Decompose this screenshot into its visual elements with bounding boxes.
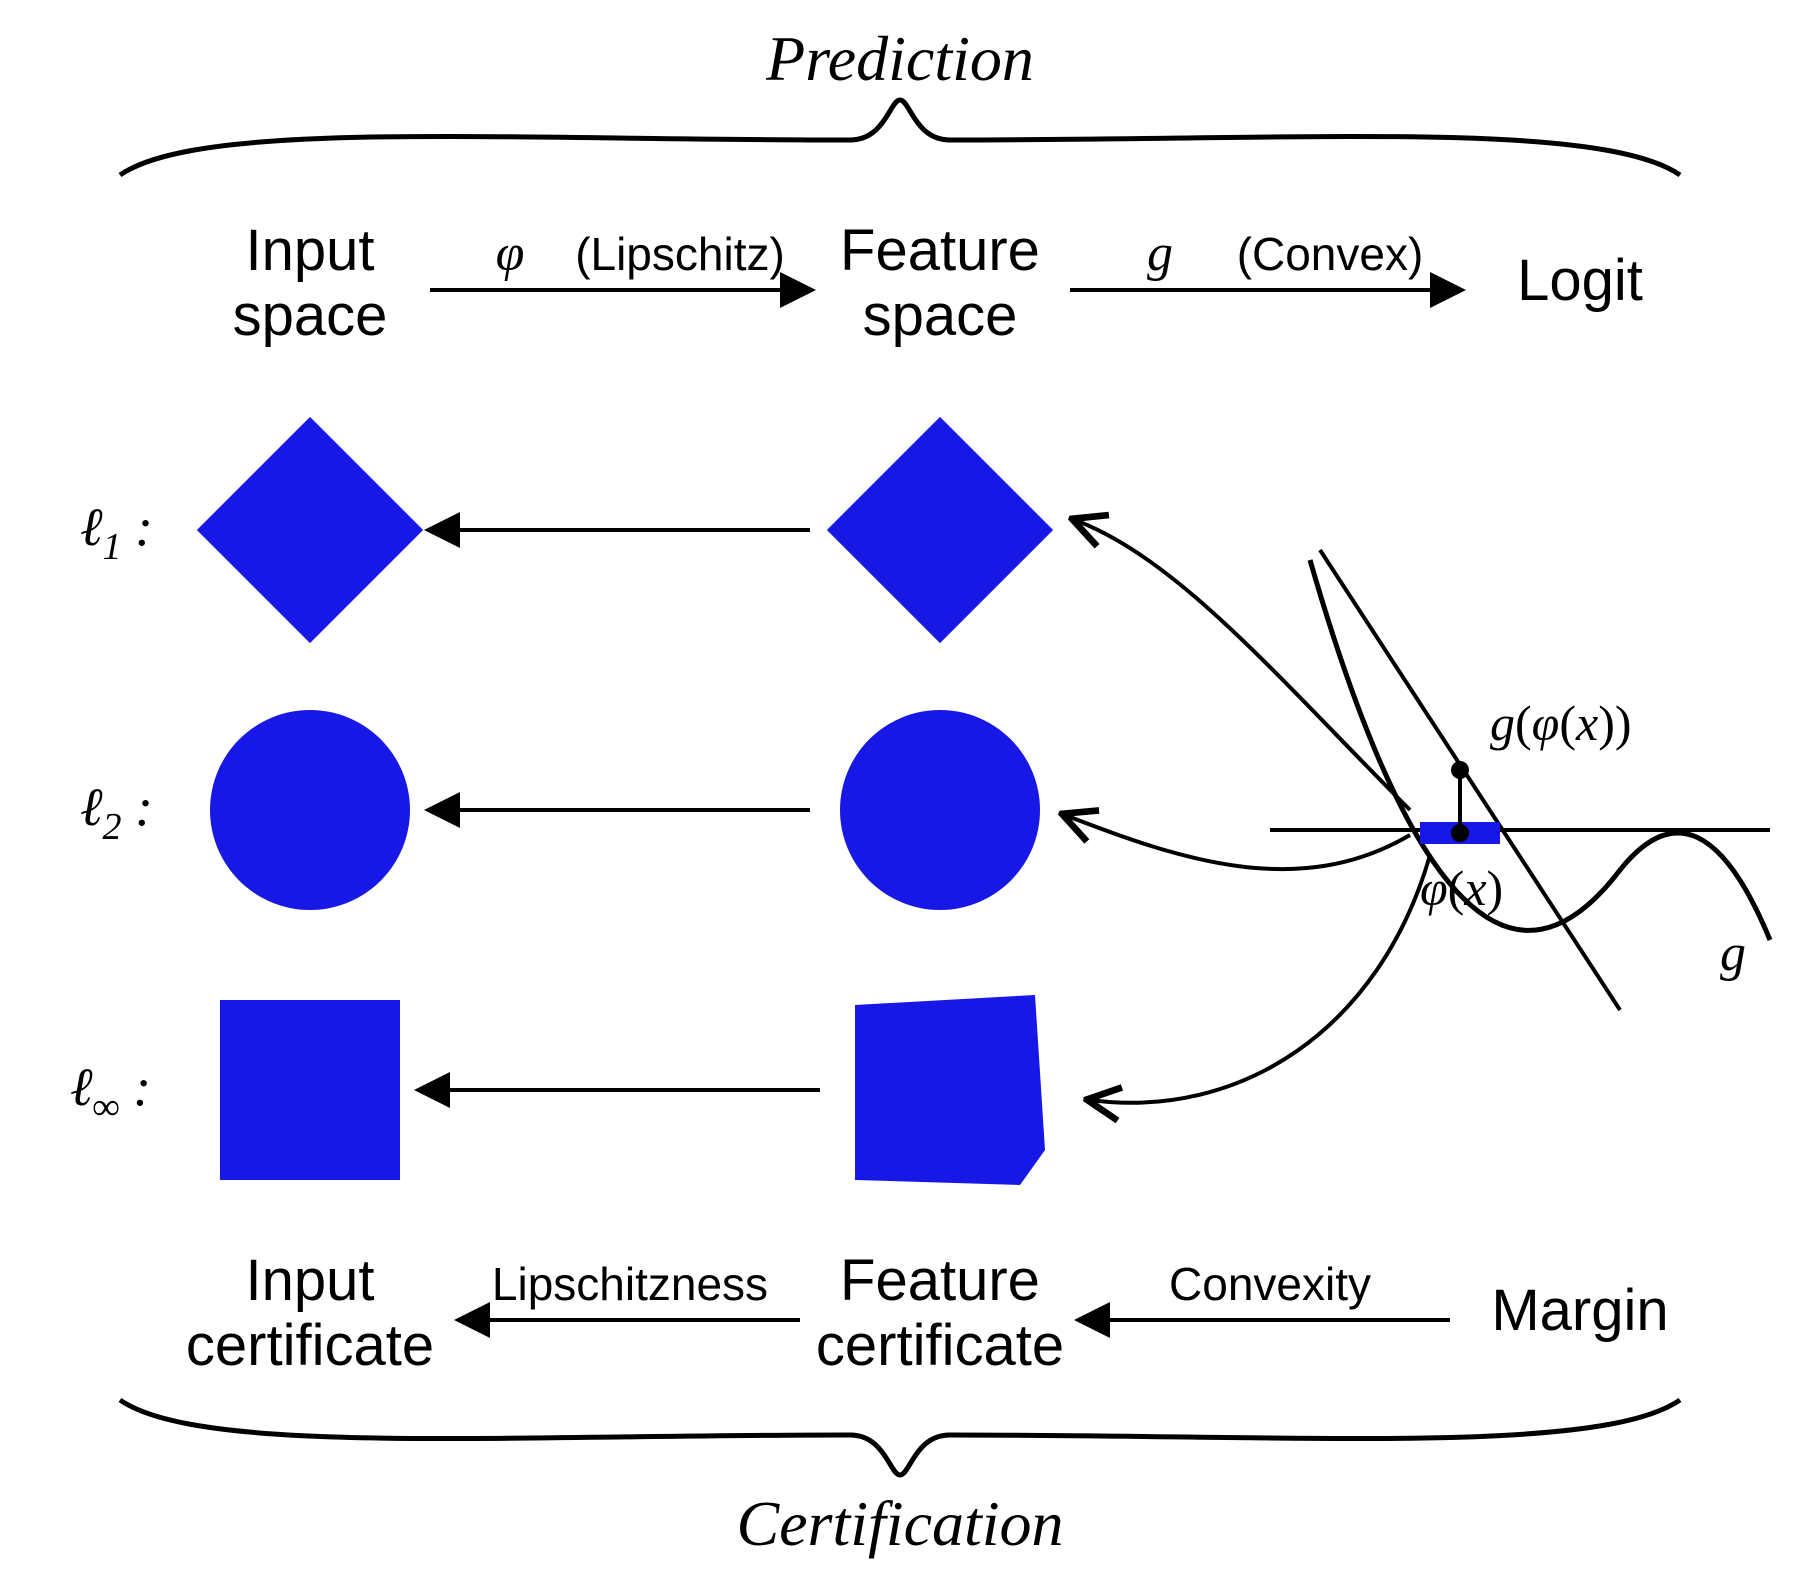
title-certification: Certification [736,1488,1063,1559]
label-lipschitz: (Lipschitz) [575,228,785,280]
circle-left-l2 [210,710,410,910]
label-convexity: Convexity [1169,1258,1371,1310]
label-input-cert-2: certificate [186,1313,434,1378]
label-phi: φ [496,225,525,282]
label-input-space-1: Input [246,218,375,283]
label-logit: Logit [1517,248,1643,313]
convex-dot-bot [1451,824,1469,842]
label-feature-cert-1: Feature [840,1248,1040,1313]
label-gphix: g(φ(x)) [1490,695,1632,751]
label-feature-space-2: space [863,283,1018,348]
label-g-curve: g [1720,925,1746,982]
poly-right-linf [855,995,1045,1185]
label-lipschitzness: Lipschitzness [492,1258,768,1310]
title-prediction: Prediction [765,23,1034,94]
circle-right-l2 [840,710,1040,910]
convex-dot-top [1451,761,1469,779]
label-input-space-2: space [233,283,388,348]
label-input-cert-1: Input [246,1248,375,1313]
label-feature-cert-2: certificate [816,1313,1064,1378]
label-margin: Margin [1491,1278,1668,1343]
label-g: g [1147,225,1173,282]
square-left-linf [220,1000,400,1180]
label-convex: (Convex) [1237,228,1424,280]
label-feature-space-1: Feature [840,218,1040,283]
label-phix: φ(x) [1420,860,1503,916]
